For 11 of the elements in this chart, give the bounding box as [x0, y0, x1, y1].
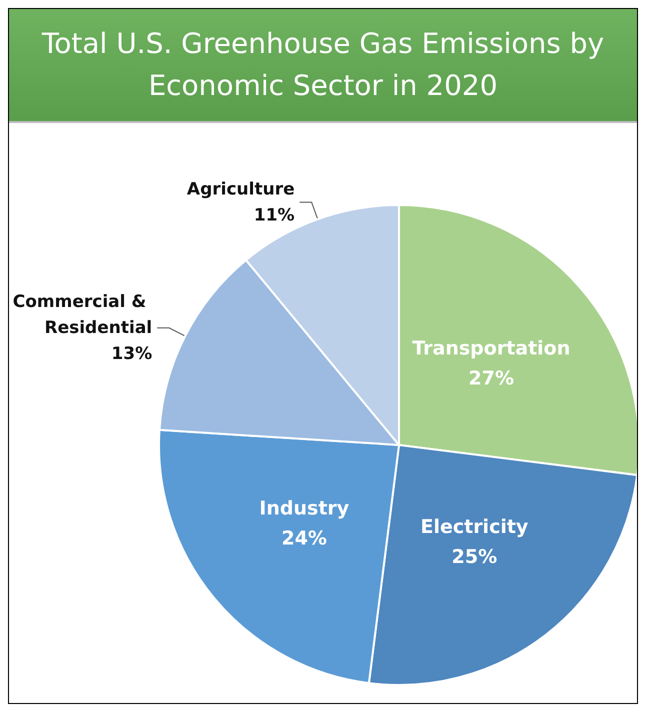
data-label: 24% [281, 527, 327, 550]
slice-label: Transportation [412, 338, 570, 360]
data-label: 13% [111, 344, 152, 364]
data-label: 25% [452, 546, 498, 568]
data-label: 27% [468, 368, 514, 390]
data-label: 11% [254, 205, 295, 226]
slice-label: Agriculture [186, 179, 295, 200]
slice-label: Industry [259, 497, 350, 520]
slice-label: Electricity [420, 516, 529, 538]
chart-title: Total U.S. Greenhouse Gas Emissions by Economic Sector in 2020 [9, 9, 637, 123]
slice-label: Commercial & Residential [12, 292, 152, 338]
